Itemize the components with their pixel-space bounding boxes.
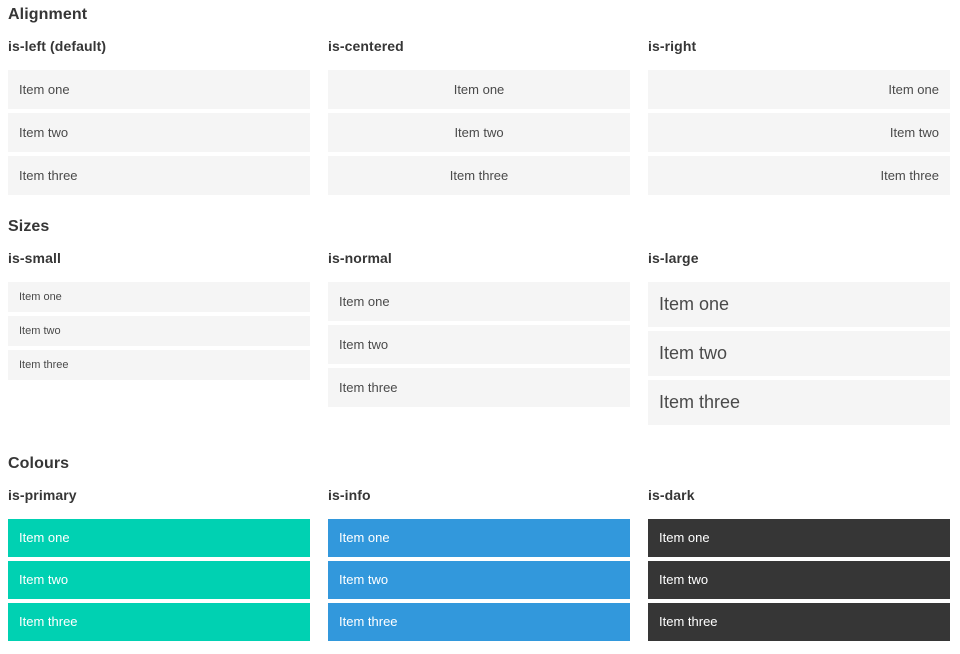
list-item: Item three [648,380,950,425]
block-list-centered: Item one Item two Item three [328,70,630,195]
list-item: Item two [8,113,310,152]
column-is-large: is-large Item one Item two Item three [648,250,950,429]
list-item: Item one [8,282,310,312]
column-is-right: is-right Item one Item two Item three [648,38,950,199]
list-item: Item three [328,156,630,195]
list-item: Item one [8,70,310,109]
block-list-left: Item one Item two Item three [8,70,310,195]
list-item: Item one [328,282,630,321]
section-title-sizes: Sizes [8,218,50,235]
variant-heading-is-right: is-right [648,38,697,54]
variant-heading-is-centered: is-centered [328,38,404,54]
section-alignment: Alignment is-left (default) Item one Ite… [8,5,950,199]
list-item: Item three [8,350,310,380]
column-is-small: is-small Item one Item two Item three [8,250,310,429]
list-item: Item two [328,561,630,599]
list-item: Item two [648,331,950,376]
list-item: Item one [328,519,630,557]
variant-heading-is-left: is-left (default) [8,38,107,54]
variant-heading-is-large: is-large [648,250,699,266]
block-list-info: Item one Item two Item three [328,519,630,641]
variant-heading-is-dark: is-dark [648,487,695,503]
block-list-dark: Item one Item two Item three [648,519,950,641]
column-is-primary: is-primary Item one Item two Item three [8,487,310,645]
list-item: Item three [648,156,950,195]
block-list-large: Item one Item two Item three [648,282,950,425]
alignment-columns: is-left (default) Item one Item two Item… [8,38,950,199]
column-is-info: is-info Item one Item two Item three [328,487,630,645]
column-is-dark: is-dark Item one Item two Item three [648,487,950,645]
list-item: Item two [8,561,310,599]
variant-heading-is-info: is-info [328,487,371,503]
block-list-normal: Item one Item two Item three [328,282,630,407]
list-item: Item one [328,70,630,109]
column-is-normal: is-normal Item one Item two Item three [328,250,630,429]
section-title-colours: Colours [8,455,70,472]
section-sizes: Sizes is-small Item one Item two Item th… [8,217,950,429]
list-item: Item two [648,561,950,599]
column-is-left: is-left (default) Item one Item two Item… [8,38,310,199]
section-colours: Colours is-primary Item one Item two Ite… [8,454,950,645]
list-item: Item two [8,316,310,346]
section-title-alignment: Alignment [8,6,88,23]
list-item: Item one [648,519,950,557]
list-item: Item three [328,368,630,407]
list-item: Item two [648,113,950,152]
list-item: Item three [328,603,630,641]
list-item: Item one [648,70,950,109]
list-item: Item two [328,325,630,364]
list-item: Item two [328,113,630,152]
list-item: Item one [648,282,950,327]
block-list-right: Item one Item two Item three [648,70,950,195]
block-list-demo-page: Alignment is-left (default) Item one Ite… [8,5,950,645]
block-list-small: Item one Item two Item three [8,282,310,380]
colours-columns: is-primary Item one Item two Item three … [8,487,950,645]
variant-heading-is-small: is-small [8,250,61,266]
list-item: Item three [8,156,310,195]
list-item: Item three [8,603,310,641]
sizes-columns: is-small Item one Item two Item three is… [8,250,950,429]
list-item: Item one [8,519,310,557]
block-list-primary: Item one Item two Item three [8,519,310,641]
list-item: Item three [648,603,950,641]
variant-heading-is-primary: is-primary [8,487,77,503]
variant-heading-is-normal: is-normal [328,250,392,266]
column-is-centered: is-centered Item one Item two Item three [328,38,630,199]
